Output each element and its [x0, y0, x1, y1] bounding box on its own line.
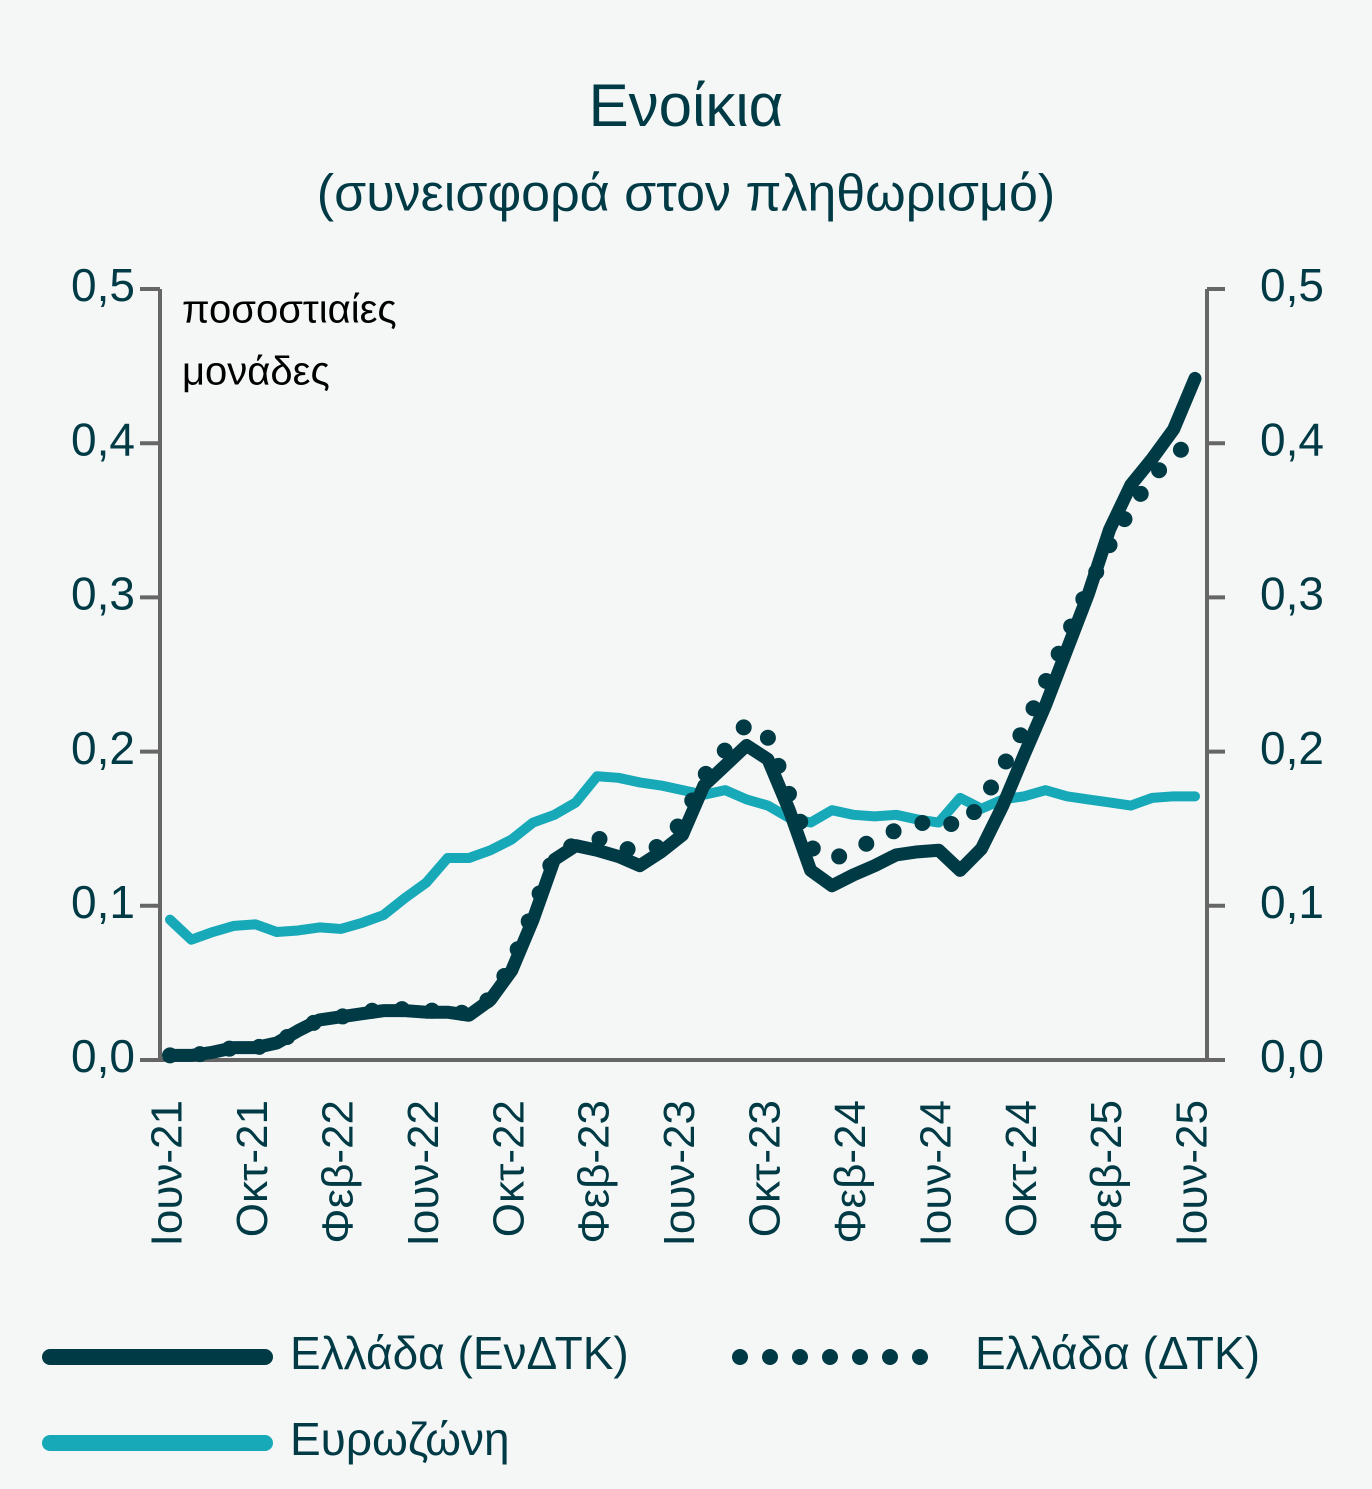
x-tick-label: Φεβ-23 [570, 1100, 619, 1244]
x-tick-label: Οκτ-21 [228, 1100, 277, 1237]
y-tick-label: 0,5 [71, 259, 135, 311]
x-tick-label: Ιουν-24 [911, 1100, 960, 1246]
series-line [163, 371, 1202, 1062]
y-tick-label: 0,2 [71, 722, 135, 774]
x-tick-label: Ιουν-25 [1168, 1100, 1217, 1246]
y2-tick-label: 0,1 [1260, 876, 1324, 928]
x-tick-label: Ιουν-21 [143, 1100, 192, 1246]
y2-tick-label: 0,4 [1260, 413, 1324, 465]
y2-tick-label: 0,2 [1260, 722, 1324, 774]
x-tick-label: Οκτ-23 [741, 1100, 790, 1237]
series-line [165, 771, 1200, 945]
y-tick-label: 0,4 [71, 413, 135, 465]
y-tick-label: 0,1 [71, 876, 135, 928]
x-tick-label: Ιουν-22 [399, 1100, 448, 1246]
chart-subtitle: (συνεισφορά στον πληθωρισμό) [317, 165, 1055, 223]
x-tick-label: Οκτ-22 [484, 1100, 533, 1237]
y2-tick-label: 0,3 [1260, 568, 1324, 620]
legend-label: Ελλάδα (ΔΤΚ) [975, 1327, 1260, 1379]
chart-title: Ενοίκια [589, 72, 784, 139]
legend-label: Ελλάδα (ΕνΔΤΚ) [290, 1327, 629, 1379]
y-tick-label: 0,3 [71, 568, 135, 620]
y2-tick-label: 0,0 [1260, 1030, 1324, 1082]
x-tick-label: Ιουν-23 [655, 1100, 704, 1246]
series-line [162, 430, 1203, 1064]
x-tick-label: Φεβ-24 [826, 1100, 875, 1244]
y-tick-label: 0,0 [71, 1030, 135, 1082]
x-tick-label: Φεβ-22 [313, 1100, 362, 1244]
x-tick-label: Οκτ-24 [997, 1100, 1046, 1237]
unit-label: μονάδες [182, 350, 330, 394]
legend-label: Ευρωζώνη [290, 1413, 510, 1465]
y2-tick-label: 0,5 [1260, 259, 1324, 311]
x-tick-label: Φεβ-25 [1082, 1100, 1131, 1244]
unit-label: ποσοστιαίες [182, 288, 397, 332]
